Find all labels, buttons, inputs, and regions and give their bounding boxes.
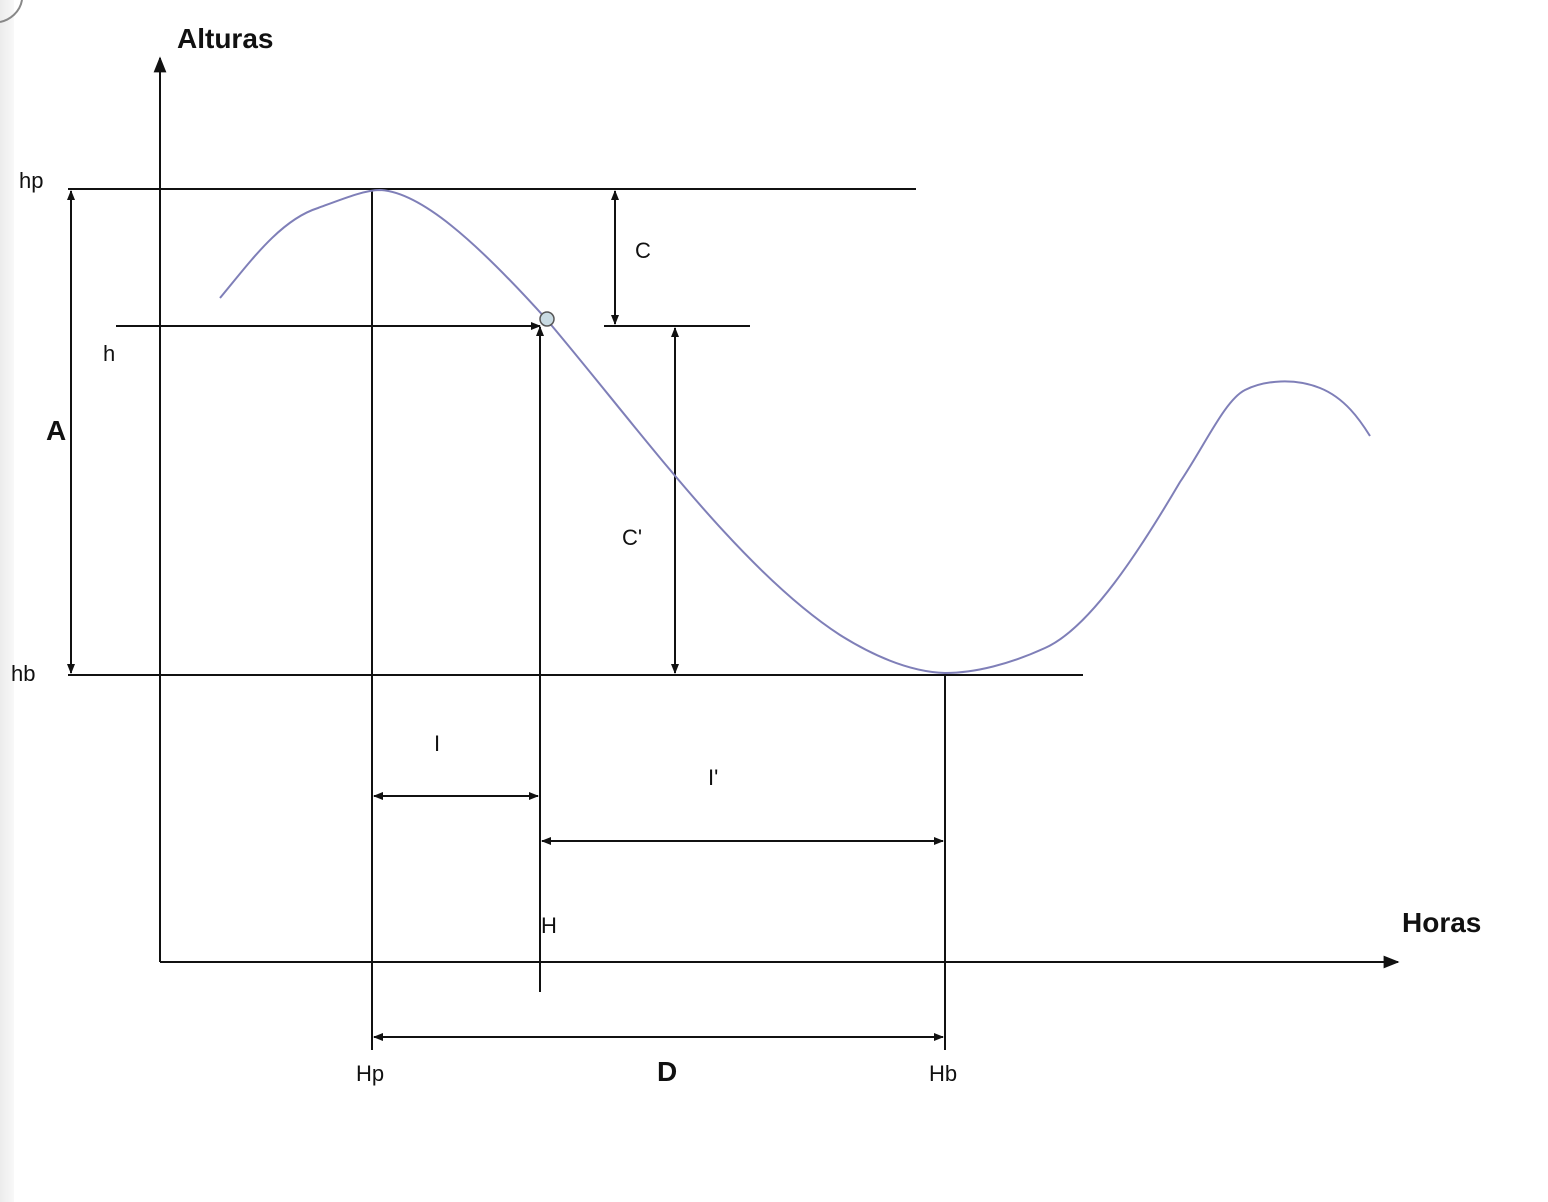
corner-stamp <box>0 0 23 23</box>
x-axis-label: Horas <box>1402 907 1481 938</box>
label-hb-time: Hb <box>929 1061 957 1086</box>
y-axis-label: Alturas <box>177 23 273 54</box>
tide-curve <box>219 188 1371 675</box>
label-duration: D <box>657 1056 677 1087</box>
label-hb: hb <box>11 661 35 686</box>
label-hp: hp <box>19 168 43 193</box>
label-c-prime: C' <box>622 525 642 550</box>
label-h: h <box>103 341 115 366</box>
label-amplitude: A <box>46 415 66 446</box>
current-height-point <box>539 311 555 327</box>
label-i-prime: I' <box>708 765 718 790</box>
label-hp-time: Hp <box>356 1061 384 1086</box>
label-c: C <box>635 238 651 263</box>
label-h-time: H <box>541 913 557 938</box>
label-i: I <box>434 731 440 756</box>
left-edge-shadow <box>0 0 14 1202</box>
